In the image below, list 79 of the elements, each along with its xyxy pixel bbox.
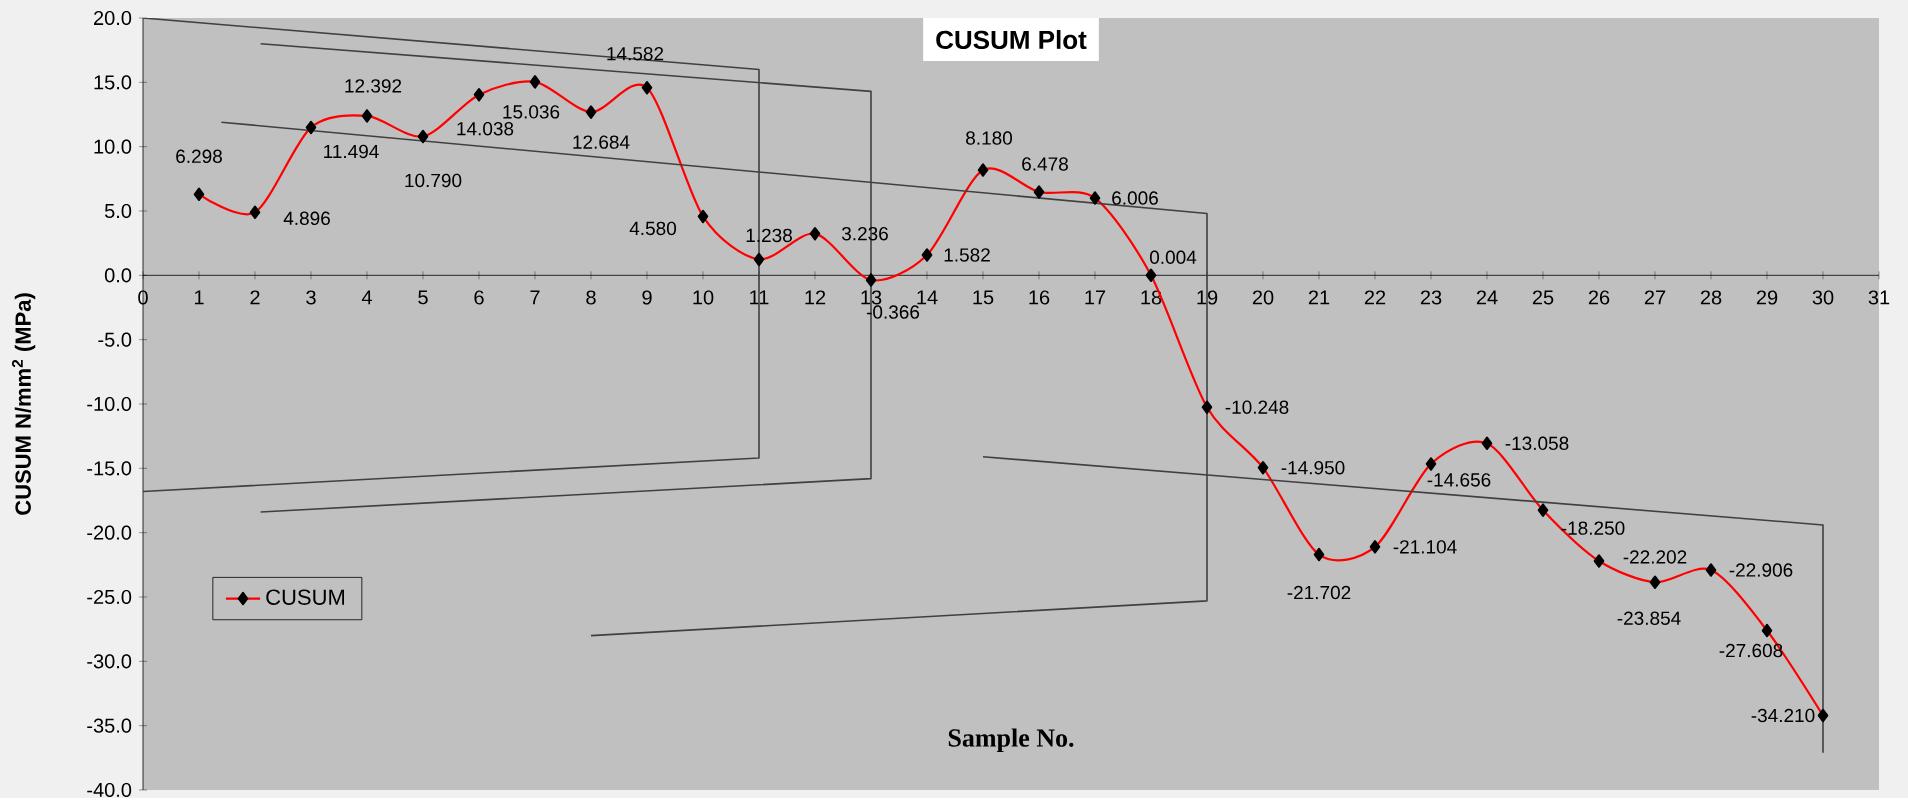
data-label: 1.238	[746, 228, 792, 243]
data-label: -10.248	[1225, 400, 1289, 415]
y-tick-label: -40.0	[87, 783, 132, 798]
x-tick-label: 3	[306, 290, 316, 305]
data-label: -18.250	[1561, 521, 1625, 535]
y-tick-label: -10.0	[87, 397, 132, 412]
y-tick-label: 10.0	[94, 139, 132, 154]
x-tick-label: 0	[138, 290, 148, 305]
y-tick-label: -30.0	[87, 654, 132, 669]
legend-label: CUSUM	[266, 589, 344, 606]
data-label: -0.366	[866, 305, 920, 319]
y-tick-label: 20.0	[94, 11, 132, 26]
data-label: 12.392	[345, 79, 402, 93]
chart-title: CUSUM Plot	[936, 30, 1087, 50]
data-label: -34.210	[1751, 708, 1815, 723]
x-tick-label: 6	[474, 290, 484, 305]
x-tick-label: 4	[361, 290, 372, 305]
x-tick-label: 26	[1588, 290, 1610, 305]
y-tick-label: 5.0	[104, 204, 132, 219]
x-tick-label: 11	[750, 290, 769, 305]
x-tick-label: 28	[1700, 290, 1722, 305]
data-label: 0.004	[1149, 250, 1197, 265]
x-tick-label: 2	[250, 290, 260, 305]
data-label: 14.038	[457, 122, 514, 136]
data-label: -22.202	[1623, 550, 1687, 564]
x-tick-label: 22	[1364, 290, 1386, 305]
x-tick-label: 25	[1532, 290, 1554, 305]
data-label: 6.478	[1022, 157, 1068, 171]
data-label: -22.906	[1729, 563, 1793, 577]
x-tick-label: 23	[1420, 290, 1442, 305]
y-tick-label: -20.0	[87, 525, 132, 540]
x-tick-label: 30	[1812, 290, 1834, 305]
x-tick-label: 14	[917, 290, 938, 305]
data-label: -27.608	[1719, 643, 1783, 658]
data-label: -23.854	[1617, 611, 1681, 626]
y-tick-label: -5.0	[98, 332, 132, 347]
x-tick-label: 16	[1029, 290, 1050, 305]
x-tick-label: 1	[194, 290, 204, 305]
data-label: -21.104	[1393, 540, 1457, 554]
y-tick-label: -15.0	[87, 461, 132, 476]
data-label: 14.582	[607, 47, 664, 61]
x-tick-label: 15	[973, 290, 994, 305]
data-label: 6.006	[1112, 191, 1158, 205]
x-tick-label: 20	[1252, 290, 1274, 305]
data-label: 15.036	[503, 105, 560, 119]
data-label: -14.950	[1281, 461, 1345, 475]
data-label: 1.582	[944, 248, 990, 262]
x-tick-label: 17	[1085, 290, 1106, 305]
x-tick-label: 29	[1756, 290, 1778, 305]
data-label: 6.298	[176, 149, 222, 164]
x-tick-label: 24	[1476, 290, 1498, 305]
x-tick-label: 19	[1197, 290, 1218, 305]
data-label: 8.180	[966, 131, 1013, 145]
data-label: -21.702	[1287, 585, 1351, 600]
data-label: -13.058	[1505, 436, 1569, 451]
data-label: 4.580	[629, 221, 677, 236]
y-tick-label: 0.0	[104, 268, 132, 283]
x-tick-label: 13	[861, 290, 882, 305]
x-tick-label: 27	[1644, 290, 1666, 305]
data-label: 12.684	[573, 135, 630, 149]
data-label: 3.236	[841, 227, 888, 241]
data-label: 4.896	[283, 211, 330, 226]
x-tick-label: 21	[1308, 290, 1330, 305]
y-axis-title: CUSUM N/mm$^{2}$ (MPa)	[11, 293, 36, 515]
y-tick-label: 15.0	[94, 75, 132, 90]
data-label: -14.656	[1427, 473, 1491, 487]
x-tick-label: 31	[1868, 290, 1890, 305]
x-tick-label: 8	[586, 290, 596, 305]
y-tick-label: -25.0	[87, 590, 132, 605]
data-label: 10.790	[405, 173, 462, 188]
x-tick-label: 5	[418, 290, 428, 305]
x-tick-label: 10	[693, 290, 714, 305]
x-tick-label: 12	[805, 290, 826, 305]
x-axis-title: Sample No.	[948, 728, 1074, 753]
y-tick-label: -35.0	[87, 718, 132, 733]
data-label: 11.494	[324, 144, 379, 159]
x-tick-label: 18	[1141, 290, 1162, 305]
x-tick-label: 9	[642, 290, 652, 305]
x-tick-label: 7	[530, 290, 540, 305]
